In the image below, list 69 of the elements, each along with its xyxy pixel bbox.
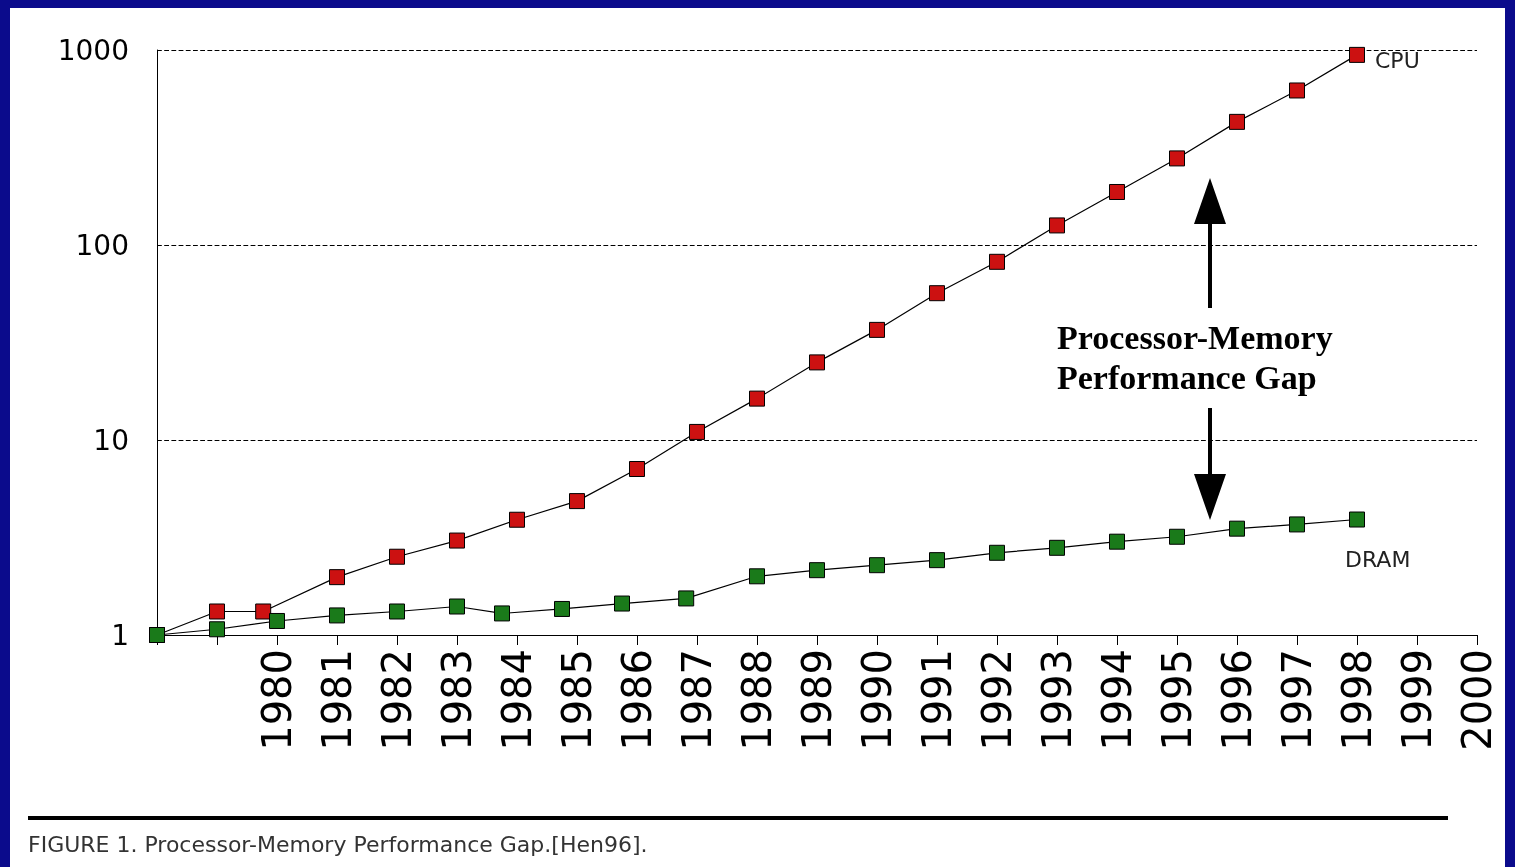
x-tick-label: 1997: [1274, 649, 1320, 751]
x-tick-label: 1991: [914, 649, 960, 751]
point: [1289, 516, 1305, 533]
x-tick-label: 2000: [1454, 649, 1500, 751]
point: [629, 461, 645, 477]
x-tick-label: 1998: [1334, 649, 1380, 751]
point: [809, 562, 825, 579]
point: [554, 600, 570, 617]
y-tick-label: 1000: [57, 33, 129, 67]
x-tick-label: 1992: [974, 649, 1020, 751]
point: [989, 253, 1005, 270]
x-tick-label: 1982: [374, 649, 420, 751]
point: [614, 595, 630, 612]
x-tick-label: 1984: [494, 649, 540, 751]
point: [329, 607, 345, 624]
x-tick-label: 1988: [734, 649, 780, 751]
x-tick-label: 1986: [614, 649, 660, 751]
point: [255, 603, 272, 620]
point: [209, 621, 225, 638]
x-tick-label: 1994: [1094, 649, 1140, 751]
point: [449, 532, 465, 549]
point: [678, 590, 695, 607]
point: [869, 321, 885, 338]
x-tick-label: 1999: [1394, 649, 1440, 751]
point: [389, 603, 405, 620]
x-tick-label: 1985: [554, 649, 600, 751]
point: [1229, 520, 1245, 537]
point: [749, 568, 765, 585]
point: [929, 285, 945, 302]
point: [1049, 539, 1065, 556]
y-tick-label: 100: [75, 228, 129, 262]
point: [1349, 511, 1365, 528]
point: [929, 552, 945, 569]
point: [449, 598, 465, 615]
point: [1169, 150, 1185, 167]
point: [569, 493, 585, 510]
point: [869, 557, 885, 574]
x-tick-label: 1996: [1214, 649, 1260, 751]
point: [809, 354, 825, 371]
point: [389, 548, 405, 565]
x-tick-label: 1993: [1034, 649, 1080, 751]
point: [209, 603, 225, 620]
point: [269, 612, 285, 629]
x-tick-label: 1987: [674, 649, 720, 751]
y-tick-label: 1: [111, 618, 129, 652]
point: [689, 423, 705, 440]
point: [1169, 528, 1185, 545]
point: [989, 544, 1005, 561]
point: [509, 511, 525, 528]
x-tick-label: 1995: [1154, 649, 1200, 751]
caption: FIGURE 1. Processor-Memory Performance Gap.[Hen96].: [28, 816, 1448, 857]
point: [1049, 217, 1065, 234]
y-tick-label: 10: [93, 423, 129, 457]
x-tick-label: 1989: [794, 649, 840, 751]
point: [1289, 82, 1305, 99]
point: [749, 390, 765, 407]
x-tick-label: 1980: [254, 649, 300, 751]
point: [1349, 46, 1365, 63]
point: [1109, 183, 1125, 200]
series-label: CPU: [1375, 48, 1420, 74]
x-tick-label: 1981: [314, 649, 360, 751]
x-tick-label: 1990: [854, 649, 900, 751]
series-label: DRAM: [1345, 547, 1411, 573]
point: [494, 605, 510, 622]
x-tick-label: 1983: [434, 649, 480, 751]
point: [1229, 113, 1245, 130]
point: [329, 569, 345, 586]
annotation: Processor-Memory Performance Gap: [1057, 318, 1334, 398]
point: [1109, 533, 1125, 550]
